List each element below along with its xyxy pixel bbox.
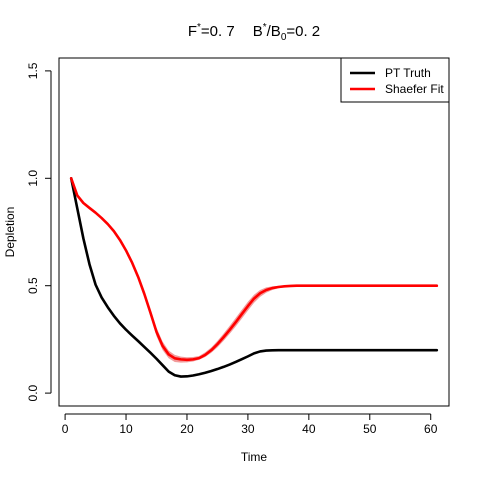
legend-label-pt-truth: PT Truth xyxy=(385,66,431,80)
x-axis-title: Time xyxy=(241,450,268,464)
series-layer xyxy=(69,177,439,378)
title-b-value: =0. 2 xyxy=(286,23,320,40)
title-b-sub: 0 xyxy=(281,32,287,43)
title-b-mid: /B xyxy=(267,23,281,40)
x-tick-label: 40 xyxy=(302,422,316,436)
x-tick-label: 20 xyxy=(180,422,194,436)
title-b-base: B xyxy=(253,23,263,40)
y-tick-label: 0.5 xyxy=(26,277,40,294)
chart-title: F*=0. 7 B*/B0=0. 2 xyxy=(188,22,320,43)
y-axis-title: Depletion xyxy=(3,207,17,258)
x-tick-label: 10 xyxy=(119,422,133,436)
shaefer-fit-line xyxy=(69,177,439,362)
plot-frame xyxy=(58,57,450,407)
title-f-value: =0. 7 xyxy=(201,23,235,40)
title-b-sup: * xyxy=(263,22,267,33)
x-tick-label: 60 xyxy=(424,422,438,436)
x-tick-label: 30 xyxy=(241,422,255,436)
shaefer-fit-band xyxy=(71,178,437,363)
title-f-base: F xyxy=(188,23,197,40)
legend-label-shaefer-fit: Shaefer Fit xyxy=(385,82,444,96)
y-tick-label: 0.0 xyxy=(26,384,40,401)
legend: PT Truth Shaefer Fit xyxy=(340,57,450,103)
x-tick-label: 0 xyxy=(62,422,69,436)
y-axis: 0.0 0.5 1.0 1.5 xyxy=(26,62,52,401)
y-tick-label: 1.5 xyxy=(26,62,40,79)
title-f-sup: * xyxy=(197,22,201,33)
legend-box xyxy=(340,57,450,103)
y-tick-label: 1.0 xyxy=(26,170,40,187)
x-tick-label: 50 xyxy=(363,422,377,436)
pt-truth-line xyxy=(69,177,439,378)
x-axis: 0 10 20 30 40 50 60 xyxy=(62,413,438,436)
